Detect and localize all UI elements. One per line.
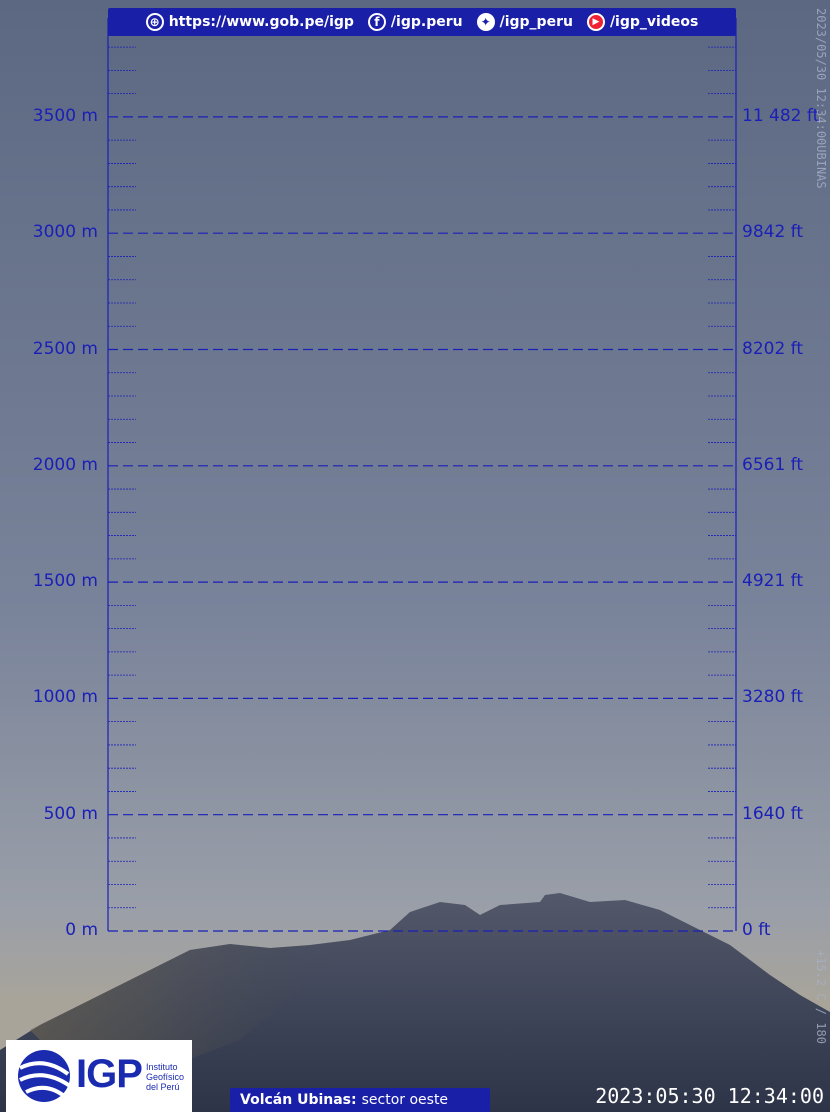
timestamp: 2023:05:30 12:34:00 (595, 1084, 824, 1108)
location-caption: Volcán Ubinas: sector oeste (230, 1088, 490, 1112)
imperial-altitude-label: 0 ft (742, 920, 771, 940)
side-timestamp: 2023/05/30 12:34:00UBINAS (814, 8, 828, 189)
metric-altitude-label: 3000 m (32, 222, 98, 243)
facebook-icon: f (367, 13, 386, 31)
metric-altitude-label: 2000 m (32, 454, 98, 475)
youtube-link[interactable]: ▶ /igp_videos (586, 13, 698, 31)
website-link[interactable]: ⊕ https://www.gob.pe/igp (145, 13, 354, 31)
imperial-altitude-label: 9842 ft (742, 222, 804, 243)
metric-altitude-label: 2500 m (32, 338, 98, 359)
imperial-altitude-label: 4921 ft (742, 571, 804, 592)
imperial-altitude-label: 1640 ft (742, 803, 804, 824)
header-bar: ⊕ https://www.gob.pe/igp f /igp.peru ✦ /… (108, 8, 736, 36)
imperial-altitude-label: 8202 ft (742, 338, 804, 359)
altitude-grid (107, 18, 737, 932)
imperial-altitude-label: 6561 ft (742, 454, 804, 475)
youtube-icon: ▶ (586, 13, 605, 31)
metric-altitude-label: 0 m (65, 920, 98, 940)
twitter-icon: ✦ (476, 13, 495, 31)
logo-fullname: Instituto Geofísico del Perú (146, 1062, 185, 1092)
side-temperature: +15.2 C / 180 (814, 950, 828, 1044)
globe-icon: ⊕ (145, 13, 164, 31)
logo-acronym: IGP (76, 1052, 143, 1096)
igp-logo-icon (18, 1050, 72, 1102)
facebook-link[interactable]: f /igp.peru (367, 13, 463, 31)
imperial-altitude-label: 3280 ft (742, 687, 804, 708)
igp-logo: IGP Instituto Geofísico del Perú (6, 1040, 192, 1112)
metric-altitude-label: 1500 m (32, 571, 98, 592)
metric-altitude-label: 500 m (43, 803, 98, 824)
twitter-link[interactable]: ✦ /igp_peru (476, 13, 573, 31)
imperial-altitude-label: 11 482 ft (742, 105, 820, 126)
metric-altitude-label: 1000 m (32, 687, 98, 708)
metric-altitude-label: 3500 m (32, 105, 98, 126)
